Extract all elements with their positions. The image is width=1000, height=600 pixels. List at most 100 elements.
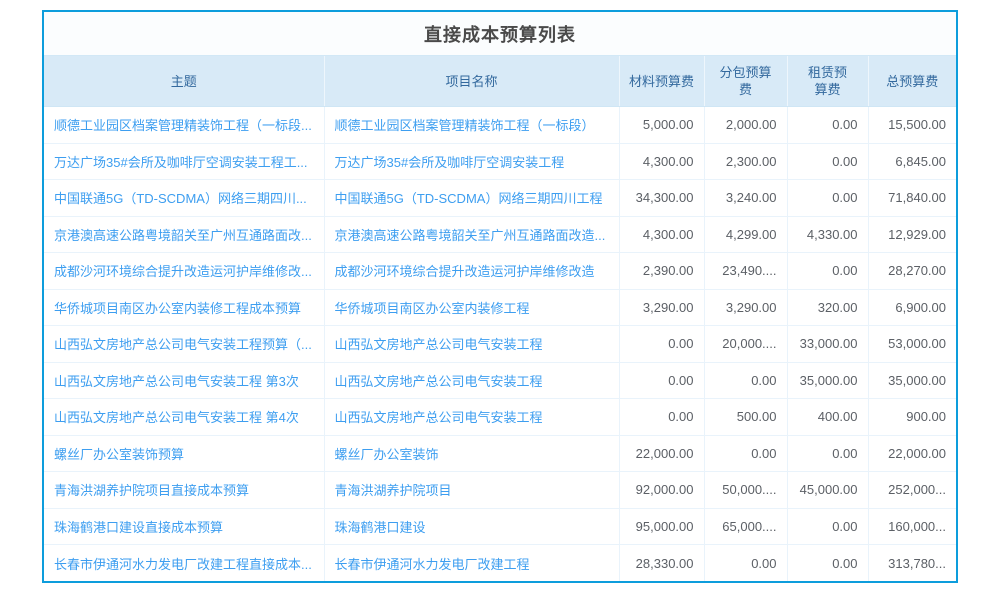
- project-link[interactable]: 青海洪湖养护院项目: [324, 471, 620, 509]
- project-link[interactable]: 珠海鹤港口建设: [324, 508, 620, 545]
- subject-link[interactable]: 成都沙河环境综合提升改造运河护岸维修改...: [44, 252, 325, 290]
- subcontract-value: 500.00: [704, 398, 788, 436]
- col-header-project: 项目名称: [324, 56, 620, 107]
- col-header-subcontract: 分包预算费: [704, 56, 788, 107]
- project-link[interactable]: 山西弘文房地产总公司电气安装工程: [324, 362, 620, 399]
- subcontract-value: 2,300.00: [704, 143, 788, 180]
- rental-value: 0.00: [787, 106, 869, 144]
- subcontract-value: 3,240.00: [704, 179, 788, 217]
- material-value: 4,300.00: [619, 143, 705, 180]
- subcontract-value: 0.00: [704, 362, 788, 399]
- project-link[interactable]: 京港澳高速公路粤境韶关至广州互通路面改造...: [324, 216, 620, 253]
- subject-link[interactable]: 京港澳高速公路粤境韶关至广州互通路面改...: [44, 216, 325, 253]
- rental-value: 45,000.00: [787, 471, 869, 509]
- total-value: 28,270.00: [868, 252, 956, 290]
- table-row: 顺德工业园区档案管理精装饰工程（一标段... 顺德工业园区档案管理精装饰工程（一标…: [44, 106, 956, 144]
- total-value: 160,000...: [868, 508, 956, 545]
- project-link[interactable]: 中国联通5G（TD-SCDMA）网络三期四川工程: [324, 179, 620, 217]
- table-row: 京港澳高速公路粤境韶关至广州互通路面改... 京港澳高速公路粤境韶关至广州互通路面…: [44, 216, 956, 253]
- material-value: 0.00: [619, 325, 705, 363]
- subcontract-value: 4,299.00: [704, 216, 788, 253]
- col-header-subject: 主题: [44, 56, 325, 107]
- rental-value: 320.00: [787, 289, 869, 326]
- material-value: 0.00: [619, 362, 705, 399]
- subcontract-value: 50,000....: [704, 471, 788, 509]
- subject-link[interactable]: 螺丝厂办公室装饰预算: [44, 435, 325, 472]
- subject-link[interactable]: 中国联通5G（TD-SCDMA）网络三期四川...: [44, 179, 325, 217]
- total-value: 35,000.00: [868, 362, 956, 399]
- rental-value: 0.00: [787, 143, 869, 180]
- table-row: 珠海鹤港口建设直接成本预算 珠海鹤港口建设 95,000.00 65,000.... 0…: [44, 508, 956, 545]
- project-link[interactable]: 螺丝厂办公室装饰: [324, 435, 620, 472]
- table-row: 山西弘文房地产总公司电气安装工程 第3次 山西弘文房地产总公司电气安装工程 0.00…: [44, 362, 956, 399]
- total-value: 6,845.00: [868, 143, 956, 180]
- col-header-rental: 租赁预算费: [787, 56, 869, 107]
- table-row: 螺丝厂办公室装饰预算 螺丝厂办公室装饰 22,000.00 0.00 0.00 22,00…: [44, 435, 956, 472]
- subcontract-value: 23,490....: [704, 252, 788, 290]
- rental-value: 33,000.00: [787, 325, 869, 363]
- rental-value: 0.00: [787, 508, 869, 545]
- project-link[interactable]: 山西弘文房地产总公司电气安装工程: [324, 325, 620, 363]
- material-value: 2,390.00: [619, 252, 705, 290]
- subcontract-value: 65,000....: [704, 508, 788, 545]
- rental-value: 35,000.00: [787, 362, 869, 399]
- total-value: 900.00: [868, 398, 956, 436]
- subject-link[interactable]: 万达广场35#会所及咖啡厅空调安装工程工...: [44, 143, 325, 180]
- material-value: 22,000.00: [619, 435, 705, 472]
- budget-table: 主题 项目名称 材料预算费 分包预算费 租赁预算费 总预算费 顺德工业园区档案管…: [44, 56, 956, 581]
- rental-value: 4,330.00: [787, 216, 869, 253]
- table-row: 青海洪湖养护院项目直接成本预算 青海洪湖养护院项目 92,000.00 50,000.…: [44, 471, 956, 509]
- rental-value: 400.00: [787, 398, 869, 436]
- subcontract-value: 20,000....: [704, 325, 788, 363]
- table-row: 长春市伊通河水力发电厂改建工程直接成本... 长春市伊通河水力发电厂改建工程 28,…: [44, 544, 956, 581]
- material-value: 0.00: [619, 398, 705, 436]
- subcontract-value: 2,000.00: [704, 106, 788, 144]
- table-row: 万达广场35#会所及咖啡厅空调安装工程工... 万达广场35#会所及咖啡厅空调安装…: [44, 143, 956, 180]
- subcontract-value: 0.00: [704, 544, 788, 581]
- project-link[interactable]: 顺德工业园区档案管理精装饰工程（一标段）: [324, 106, 620, 144]
- table-header-row: 主题 项目名称 材料预算费 分包预算费 租赁预算费 总预算费: [44, 56, 956, 107]
- total-value: 252,000...: [868, 471, 956, 509]
- total-value: 15,500.00: [868, 106, 956, 144]
- project-link[interactable]: 万达广场35#会所及咖啡厅空调安装工程: [324, 143, 620, 180]
- total-value: 12,929.00: [868, 216, 956, 253]
- subject-link[interactable]: 山西弘文房地产总公司电气安装工程 第4次: [44, 398, 325, 436]
- col-header-material: 材料预算费: [619, 56, 705, 107]
- material-value: 5,000.00: [619, 106, 705, 144]
- total-value: 53,000.00: [868, 325, 956, 363]
- material-value: 4,300.00: [619, 216, 705, 253]
- table-row: 成都沙河环境综合提升改造运河护岸维修改... 成都沙河环境综合提升改造运河护岸维修…: [44, 252, 956, 290]
- project-link[interactable]: 山西弘文房地产总公司电气安装工程: [324, 398, 620, 436]
- subject-link[interactable]: 顺德工业园区档案管理精装饰工程（一标段...: [44, 106, 325, 144]
- project-link[interactable]: 华侨城项目南区办公室内装修工程: [324, 289, 620, 326]
- subject-link[interactable]: 长春市伊通河水力发电厂改建工程直接成本...: [44, 544, 325, 581]
- rental-value: 0.00: [787, 435, 869, 472]
- table-row: 华侨城项目南区办公室内装修工程成本预算 华侨城项目南区办公室内装修工程 3,290.…: [44, 289, 956, 326]
- total-value: 71,840.00: [868, 179, 956, 217]
- material-value: 28,330.00: [619, 544, 705, 581]
- project-link[interactable]: 成都沙河环境综合提升改造运河护岸维修改造: [324, 252, 620, 290]
- table-row: 山西弘文房地产总公司电气安装工程 第4次 山西弘文房地产总公司电气安装工程 0.00…: [44, 398, 956, 436]
- col-header-total: 总预算费: [868, 56, 956, 107]
- subject-link[interactable]: 山西弘文房地产总公司电气安装工程预算（...: [44, 325, 325, 363]
- rental-value: 0.00: [787, 179, 869, 217]
- page-title: 直接成本预算列表: [424, 24, 576, 45]
- material-value: 92,000.00: [619, 471, 705, 509]
- subcontract-value: 0.00: [704, 435, 788, 472]
- subject-link[interactable]: 青海洪湖养护院项目直接成本预算: [44, 471, 325, 509]
- budget-list-panel: 直接成本预算列表 主题 项目名称 材料预算费 分包预算费 租赁预算费 总预算费 …: [42, 10, 958, 583]
- project-link[interactable]: 长春市伊通河水力发电厂改建工程: [324, 544, 620, 581]
- total-value: 6,900.00: [868, 289, 956, 326]
- rental-value: 0.00: [787, 252, 869, 290]
- subject-link[interactable]: 华侨城项目南区办公室内装修工程成本预算: [44, 289, 325, 326]
- subject-link[interactable]: 珠海鹤港口建设直接成本预算: [44, 508, 325, 545]
- total-value: 22,000.00: [868, 435, 956, 472]
- table-row: 山西弘文房地产总公司电气安装工程预算（... 山西弘文房地产总公司电气安装工程 0.…: [44, 325, 956, 363]
- table-row: 中国联通5G（TD-SCDMA）网络三期四川... 中国联通5G（TD-SCDMA…: [44, 179, 956, 217]
- subject-link[interactable]: 山西弘文房地产总公司电气安装工程 第3次: [44, 362, 325, 399]
- panel-title-bar: 直接成本预算列表: [44, 12, 956, 56]
- material-value: 3,290.00: [619, 289, 705, 326]
- material-value: 34,300.00: [619, 179, 705, 217]
- rental-value: 0.00: [787, 544, 869, 581]
- material-value: 95,000.00: [619, 508, 705, 545]
